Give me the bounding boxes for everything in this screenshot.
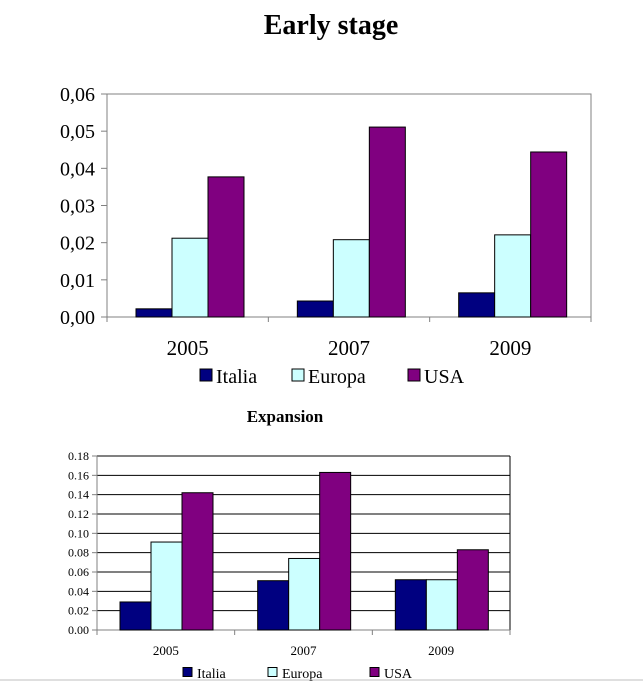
bar-europa-2009 bbox=[425, 579, 458, 631]
legend-swatch-usa bbox=[369, 667, 380, 677]
legend-label-italia: Italia bbox=[216, 366, 257, 388]
chart-1: Early stage 0,00 0,01 0,02 0,03 0,04 0,05 0,06 2… bbox=[60, 10, 592, 388]
legend-swatch-italia bbox=[182, 667, 193, 677]
bar-europa-2007 bbox=[288, 557, 321, 631]
x-tick-label: 2009 bbox=[428, 643, 454, 658]
bar-italia-2009 bbox=[394, 579, 427, 631]
y-tick-label: 0,06 bbox=[60, 84, 95, 106]
bar-usa-2007 bbox=[368, 126, 406, 318]
legend-swatch-europa bbox=[291, 368, 305, 382]
bar-europa-2009 bbox=[494, 234, 532, 318]
legend: Italia Europa USA bbox=[182, 667, 413, 682]
y-tick-label: 0,00 bbox=[60, 307, 95, 329]
y-tick-label: 0.08 bbox=[68, 546, 89, 560]
bar-italia-2005 bbox=[135, 308, 173, 318]
legend-label-europa: Europa bbox=[308, 366, 366, 388]
bar-europa-2007 bbox=[332, 239, 370, 318]
y-tick-label: 0.10 bbox=[68, 526, 89, 540]
legend-swatch-usa bbox=[407, 368, 421, 382]
bar-europa-2005 bbox=[171, 237, 209, 318]
legend-swatch-europa bbox=[267, 667, 278, 677]
y-tick-label: 0,01 bbox=[60, 270, 95, 292]
y-tick-label: 0.02 bbox=[68, 604, 89, 618]
bar-usa-2009 bbox=[530, 151, 568, 318]
legend: Italia Europa USA bbox=[199, 366, 465, 388]
y-tick-label: 0.12 bbox=[68, 507, 89, 521]
legend-label-usa: USA bbox=[424, 366, 465, 388]
bar-italia-2007 bbox=[296, 300, 334, 318]
y-tick-label: 0.18 bbox=[68, 449, 89, 463]
y-tick-label: 0.04 bbox=[68, 584, 89, 598]
legend-label-europa: Europa bbox=[282, 667, 323, 682]
bar-usa-2005 bbox=[181, 492, 214, 631]
bar-usa-2005 bbox=[207, 176, 245, 318]
x-tick-label: 2007 bbox=[328, 336, 370, 360]
y-tick-label: 0.16 bbox=[68, 468, 89, 482]
x-tick-label: 2009 bbox=[489, 336, 531, 360]
legend-label-usa: USA bbox=[384, 667, 413, 682]
bar-italia-2009 bbox=[458, 292, 496, 318]
chart-2: Expansion 0.00 0.02 0.04 0.06 0.08 0.10 0.12 0.1… bbox=[68, 407, 511, 682]
bar-italia-2007 bbox=[257, 580, 290, 631]
x-tick-label: 2005 bbox=[153, 643, 179, 658]
chart-title: Expansion bbox=[247, 407, 324, 426]
y-tick-label: 0,03 bbox=[60, 196, 95, 218]
chart-title: Early stage bbox=[264, 10, 399, 41]
bar-usa-2009 bbox=[456, 549, 489, 631]
y-tick-label: 0.06 bbox=[68, 565, 89, 579]
y-tick-label: 0,05 bbox=[60, 121, 95, 143]
legend-label-italia: Italia bbox=[197, 667, 227, 682]
x-tick-label: 2007 bbox=[291, 643, 318, 658]
y-tick-label: 0,04 bbox=[60, 158, 95, 180]
y-tick-label: 0.00 bbox=[68, 623, 89, 637]
legend-swatch-italia bbox=[199, 368, 213, 382]
bar-europa-2005 bbox=[150, 541, 183, 631]
x-tick-label: 2005 bbox=[167, 336, 209, 360]
y-tick-label: 0,02 bbox=[60, 233, 95, 255]
y-tick-label: 0.14 bbox=[68, 488, 89, 502]
bar-usa-2007 bbox=[319, 471, 352, 631]
bar-italia-2005 bbox=[119, 601, 152, 631]
